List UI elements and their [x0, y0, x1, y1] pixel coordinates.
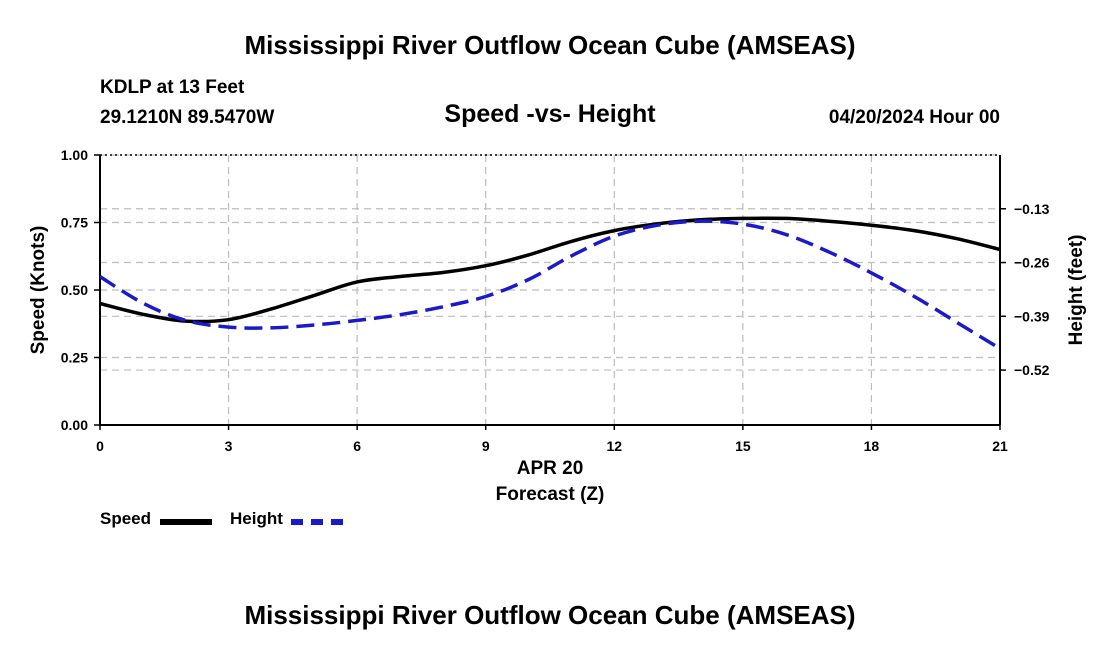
page-title: Mississippi River Outflow Ocean Cube (AM…	[244, 30, 856, 60]
y-tick-label: 0.00	[61, 417, 88, 433]
x-axis-sublabel: APR 20	[517, 458, 584, 479]
y2-tick-label: −0.39	[1014, 308, 1050, 324]
series-line-height	[99, 219, 1001, 351]
tick-labels: 0 3 6 9 12 15 18 21 0.00 0.25 0.50 0.75 1.00 −0.13 −0.…	[61, 147, 1050, 454]
x-axis-label: Forecast (Z)	[496, 484, 605, 505]
grid-lines	[100, 154, 1000, 425]
y2-axis-label: Height (feet)	[1066, 235, 1087, 346]
series-line-speed	[99, 216, 1001, 324]
x-tick-label: 18	[864, 438, 880, 454]
y2-tick-label: −0.26	[1014, 255, 1050, 271]
forecast-date: 04/20/2024 Hour 00	[828, 107, 1000, 128]
x-tick-label: 3	[225, 438, 233, 454]
y-tick-label: 0.75	[61, 215, 88, 231]
y2-tick-label: −0.13	[1014, 201, 1050, 217]
y-tick-label: 1.00	[61, 147, 88, 163]
x-tick-label: 0	[96, 438, 104, 454]
y-tick-label: 0.25	[61, 350, 88, 366]
axes	[94, 154, 1006, 430]
legend-height-label: Height	[230, 509, 283, 528]
station-coordinates: 29.1210N 89.5470W	[100, 107, 275, 128]
y2-tick-label: −0.52	[1014, 362, 1050, 378]
legend-speed-label: Speed	[100, 509, 152, 528]
legend-height-swatch	[291, 519, 343, 525]
legend-speed-swatch	[160, 519, 212, 525]
y-tick-label: 0.50	[61, 282, 88, 298]
x-tick-label: 15	[735, 438, 751, 454]
y-axis-label: Speed (Knots)	[28, 226, 49, 355]
x-tick-label: 12	[606, 438, 622, 454]
footer-title: Mississippi River Outflow Ocean Cube (AM…	[244, 600, 856, 630]
x-tick-label: 6	[353, 438, 361, 454]
series-lines	[99, 216, 1001, 351]
chart-title: Speed -vs- Height	[444, 100, 656, 128]
station-label: KDLP at 13 Feet	[100, 77, 245, 98]
x-tick-label: 21	[992, 438, 1008, 454]
x-tick-label: 9	[482, 438, 490, 454]
